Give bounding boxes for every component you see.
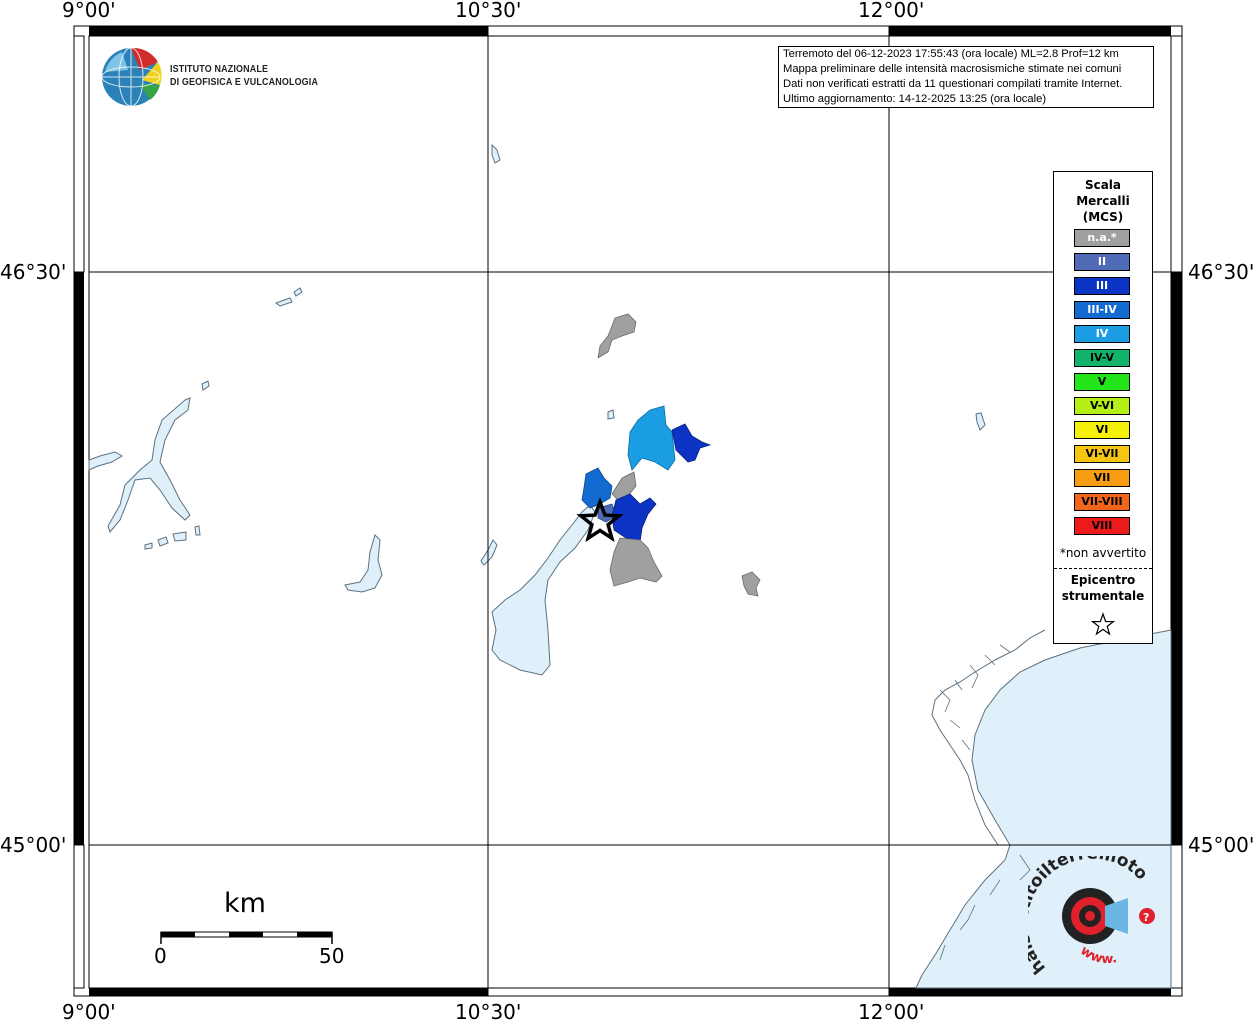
- legend-item: V-VI: [1074, 397, 1130, 415]
- epicenter-star-icon: [576, 497, 624, 543]
- frame-border-bottom: [89, 987, 1171, 997]
- ingv-logo-icon: [101, 47, 162, 107]
- legend-title-line1: Scala: [1084, 178, 1122, 192]
- legend-title-line2: Mercalli: [1076, 194, 1130, 208]
- legend-title-line3: (MCS): [1082, 210, 1124, 224]
- lake-small-5: [607, 409, 615, 420]
- municipality-iii-iv: [581, 467, 613, 509]
- lake-garda: [491, 504, 596, 676]
- haisentito-watermark: haisentitoilterremoto.it www.: [1028, 856, 1151, 978]
- watermark-prefix: www.: [1077, 943, 1118, 967]
- legend-separator: [1054, 568, 1152, 569]
- scale-bar-unit: km: [224, 888, 266, 919]
- lon-label-top-3: 12°00': [858, 0, 925, 22]
- lake-small-2: [274, 287, 303, 307]
- lake-maggiore-edge: [88, 451, 123, 471]
- ingv-logo-line2: DI GEOFISICA E VULCANOLOGIA: [170, 76, 319, 88]
- legend-item: VII: [1074, 469, 1130, 487]
- legend-item: IV: [1074, 325, 1130, 343]
- lake-small-6: [975, 412, 986, 431]
- legend-item: IV-V: [1074, 349, 1130, 367]
- ingv-logo-line1: ISTITUTO NAZIONALE: [170, 63, 269, 75]
- haisentito-logo-icon: ?: [1062, 888, 1155, 944]
- legend-item: III: [1074, 277, 1130, 295]
- legend-epicenter-line2: strumentale: [1061, 589, 1145, 603]
- lon-label-bottom-3: 12°00': [858, 1000, 925, 1024]
- frame-border-top: [89, 25, 1171, 37]
- legend-epicenter-label: Epicentro strumentale: [1054, 572, 1152, 604]
- lake-small-4: [144, 525, 201, 550]
- scale-bar-end: 50: [319, 944, 345, 968]
- municipality-na-south: [609, 537, 663, 587]
- legend-star-icon: [1090, 612, 1116, 636]
- venice-lagoon-coast: [931, 629, 1046, 846]
- legend-item: III-IV: [1074, 301, 1130, 319]
- legend-item: VII-VIII: [1074, 493, 1130, 511]
- event-info-line1: Terremoto del 06-12-2023 17:55:43 (ora l…: [783, 48, 1119, 60]
- scale-bar-start: 0: [154, 944, 167, 968]
- lake-small-3: [201, 380, 210, 391]
- municipality-iii-east: [671, 423, 712, 463]
- legend-item: n.a.*: [1074, 229, 1130, 247]
- lat-label-right-2: 45°00': [1188, 833, 1255, 857]
- legend-epicenter-line1: Epicentro: [1070, 573, 1136, 587]
- municipality-na-north: [597, 313, 637, 359]
- municipality-na-east: [741, 571, 761, 597]
- lon-label-bottom-2: 10°30': [455, 1000, 522, 1024]
- lon-label-bottom-1: 9°00': [62, 1000, 116, 1024]
- lake-small-1: [491, 143, 501, 164]
- legend-item: VI-VII: [1074, 445, 1130, 463]
- lat-label-left-2: 45°00': [0, 833, 67, 857]
- lagoon-islets: [939, 644, 1031, 961]
- event-info-line4: Ultimo aggiornamento: 14-12-2025 13:25 (…: [783, 93, 1047, 105]
- legend-title: Scala Mercalli (MCS): [1054, 177, 1152, 225]
- lon-label-top-1: 9°00': [62, 0, 116, 22]
- lake-como: [107, 397, 191, 534]
- legend-note: *non avvertito: [1059, 546, 1147, 560]
- event-info-line3: Dati non verificati estratti da 11 quest…: [783, 78, 1123, 90]
- graticule: [89, 36, 1171, 988]
- frame-border-right: [1170, 35, 1183, 989]
- ingv-logo-text: ISTITUTO NAZIONALE DI GEOFISICA E VULCAN…: [170, 63, 318, 89]
- scale-bar: [160, 931, 333, 944]
- svg-text:?: ?: [1143, 911, 1149, 924]
- lake-iseo: [344, 534, 383, 593]
- lat-label-left-1: 46°30': [0, 260, 67, 284]
- legend-item: II: [1074, 253, 1130, 271]
- event-info-line2: Mappa preliminare delle intensità macros…: [783, 63, 1122, 75]
- legend-item: V: [1074, 373, 1130, 391]
- municipality-iv: [627, 405, 676, 471]
- event-info-box: Terremoto del 06-12-2023 17:55:43 (ora l…: [778, 46, 1154, 108]
- lat-label-right-1: 46°30': [1188, 260, 1255, 284]
- svg-text:www.: www.: [1077, 943, 1118, 967]
- frame-border-left: [73, 35, 85, 989]
- mcs-legend: Scala Mercalli (MCS) n.a.* II III III-IV IV I…: [1053, 171, 1153, 644]
- legend-item: VIII: [1074, 517, 1130, 535]
- legend-item: VI: [1074, 421, 1130, 439]
- lon-label-top-2: 10°30': [455, 0, 522, 22]
- municipality-iii-south: [611, 493, 657, 543]
